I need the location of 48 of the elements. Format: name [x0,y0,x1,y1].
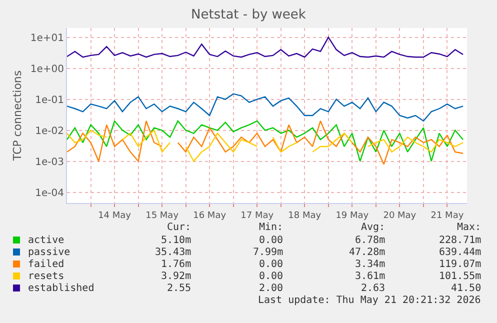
text: 639.44m [439,247,482,258]
y-tick-label: 1e-04 [35,188,64,199]
text: Last update: Thu May 21 20:21:32 2026 [258,295,481,306]
text: Max: [457,222,482,233]
y-tick-label: 1e-02 [35,126,64,137]
text: 3.61m [355,271,386,282]
text: 0.00 [259,235,284,246]
x-tick-label: 16 May [193,210,227,221]
legend-label: failed [28,259,64,270]
text: 2.00 [259,283,284,294]
text: 1.76m [161,259,192,270]
text: 228.71m [439,235,482,246]
x-tick-label: 15 May [146,210,180,221]
text: Avg: [361,222,386,233]
text: 6.78m [355,235,386,246]
y-tick-label: 1e-03 [35,156,64,168]
chart-title: Netstat - by week [191,8,306,23]
line-series [67,93,464,122]
x-tick-label: 18 May [288,210,322,221]
text: 35.43m [155,247,192,258]
text: 7.99m [253,247,284,258]
text: 2.55 [167,283,192,294]
y-tick-label: 1e+00 [30,64,64,75]
text: 3.34m [355,259,386,270]
text: 41.50 [451,283,482,294]
x-tick-label: 14 May [98,210,132,221]
x-tick-label: 21 May [430,210,464,221]
x-tick-label: 17 May [240,210,274,221]
text: Min: [259,222,284,233]
y-tick-label: 1e+01 [30,32,64,44]
text: 3.92m [161,271,192,282]
text: 2.63 [361,283,386,294]
legend-label: resets [28,271,64,282]
text: 119.07m [439,259,482,270]
x-tick-label: 20 May [383,210,417,221]
line-series [67,36,464,58]
text: 101.55m [439,271,482,282]
legend-label: active [28,235,64,246]
text: 5.10m [161,235,192,246]
y-tick-label: 1e-01 [35,94,64,106]
text: 0.00 [259,271,284,282]
x-tick-label: 19 May [336,210,370,221]
legend-label: passive [28,247,70,258]
y-axis-title: TCP connections [11,70,24,162]
text: 47.28m [349,247,386,258]
legend-label: established [28,283,94,294]
text: 0.00 [259,259,284,270]
text: Cur: [167,222,192,233]
